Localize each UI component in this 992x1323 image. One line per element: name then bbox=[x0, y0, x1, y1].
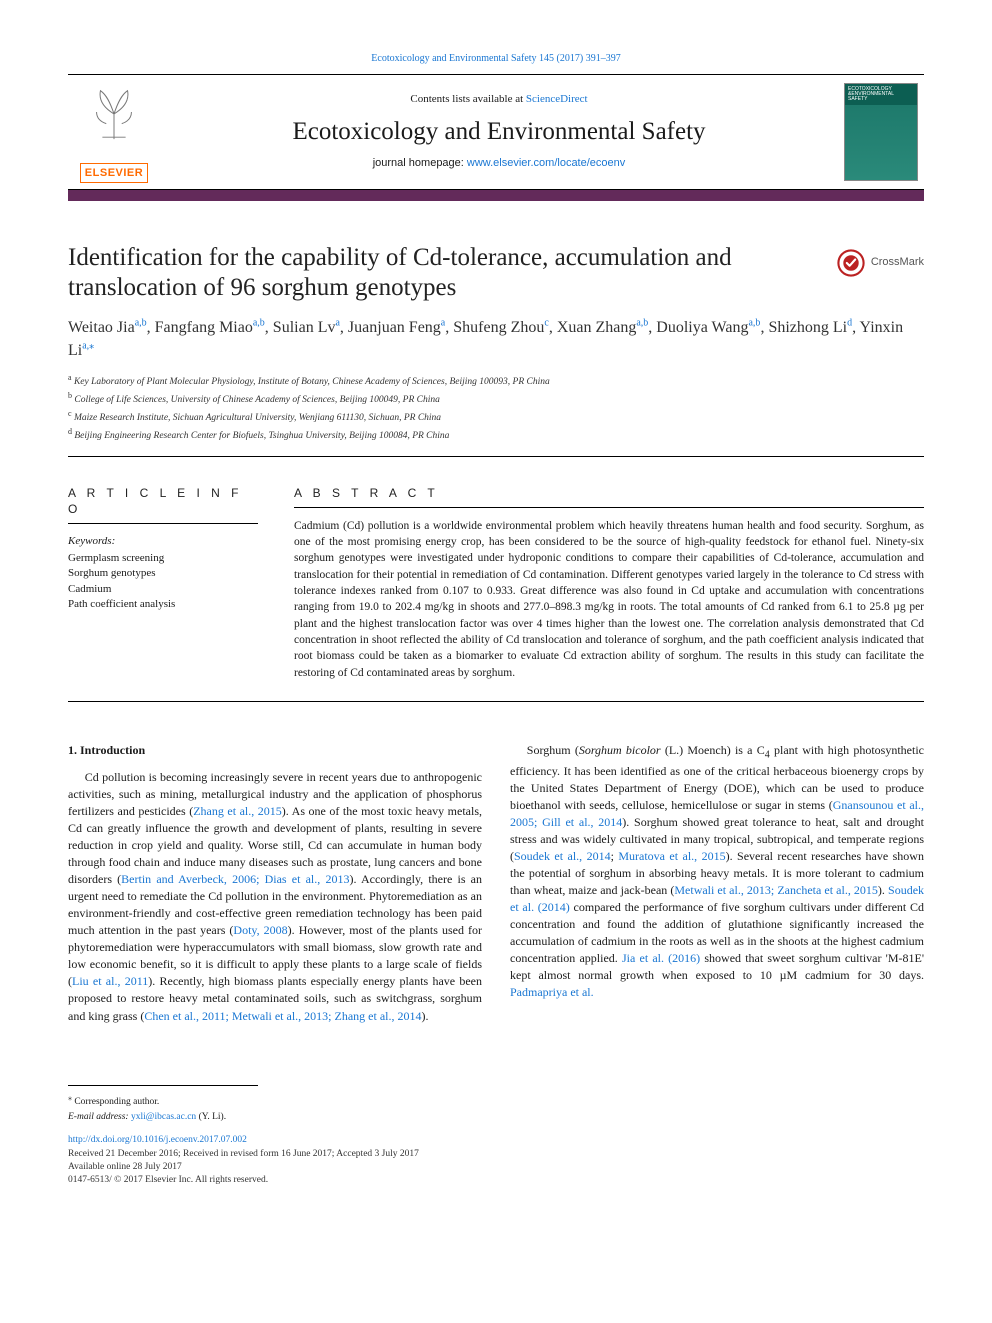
affiliation-line: c Maize Research Institute, Sichuan Agri… bbox=[68, 408, 924, 426]
footnotes-block: ⁎ Corresponding author. E-mail address: … bbox=[68, 1085, 258, 1125]
corresponding-email-link[interactable]: yxli@ibcas.ac.cn bbox=[131, 1112, 196, 1122]
email-attribution: (Y. Li). bbox=[199, 1112, 227, 1122]
citation[interactable]: Padmapriya et al. bbox=[510, 985, 594, 999]
homepage-prefix: journal homepage: bbox=[373, 157, 467, 169]
contents-available-line: Contents lists available at ScienceDirec… bbox=[160, 92, 838, 107]
body-two-column: 1. Introduction Cd pollution is becoming… bbox=[68, 742, 924, 1025]
affiliation-line: a Key Laboratory of Plant Molecular Phys… bbox=[68, 372, 924, 390]
elsevier-wordmark: ELSEVIER bbox=[80, 163, 148, 183]
citation[interactable]: Metwali et al., 2013; Zancheta et al., 2… bbox=[674, 883, 878, 897]
copyright-line: 0147-6513/ © 2017 Elsevier Inc. All righ… bbox=[68, 1174, 924, 1187]
citation[interactable]: Jia et al. (2016) bbox=[622, 951, 700, 965]
corresponding-author-label: Corresponding author. bbox=[74, 1097, 159, 1107]
crossmark-badge[interactable]: CrossMark bbox=[837, 249, 924, 277]
crossmark-label: CrossMark bbox=[871, 255, 924, 270]
running-head: Ecotoxicology and Environmental Safety 1… bbox=[68, 52, 924, 66]
intro-paragraph-2: Sorghum (Sorghum bicolor (L.) Moench) is… bbox=[510, 742, 924, 1001]
keywords-label: Keywords: bbox=[68, 534, 258, 549]
elsevier-tree-icon bbox=[83, 81, 145, 143]
keyword-item: Cadmium bbox=[68, 582, 258, 597]
section-heading-introduction: 1. Introduction bbox=[68, 742, 482, 759]
elsevier-logo: ELSEVIER bbox=[68, 75, 160, 189]
journal-masthead: ELSEVIER Contents lists available at Sci… bbox=[68, 74, 924, 190]
journal-cover-thumb: ECOTOXICOLOGY &ENVIRONMENTAL SAFETY bbox=[838, 75, 924, 189]
publication-info-block: http://dx.doi.org/10.1016/j.ecoenv.2017.… bbox=[68, 1134, 924, 1187]
citation[interactable]: Muratova et al., 2015 bbox=[618, 849, 725, 863]
affiliations-block: a Key Laboratory of Plant Molecular Phys… bbox=[68, 372, 924, 457]
accent-bar bbox=[68, 190, 924, 201]
received-dates: Received 21 December 2016; Received in r… bbox=[68, 1148, 924, 1161]
sciencedirect-link[interactable]: ScienceDirect bbox=[526, 93, 588, 105]
keyword-item: Germplasm screening bbox=[68, 551, 258, 566]
keyword-item: Sorghum genotypes bbox=[68, 566, 258, 581]
intro-paragraph-1: Cd pollution is becoming increasingly se… bbox=[68, 769, 482, 1024]
citation[interactable]: Liu et al., 2011 bbox=[72, 974, 148, 988]
available-online: Available online 28 July 2017 bbox=[68, 1161, 924, 1174]
contents-prefix: Contents lists available at bbox=[410, 93, 525, 105]
cover-line3: SAFETY bbox=[848, 96, 867, 102]
citation[interactable]: Bertin and Averbeck, 2006; Dias et al., … bbox=[121, 872, 349, 886]
citation[interactable]: Doty, 2008 bbox=[233, 923, 287, 937]
journal-name: Ecotoxicology and Environmental Safety bbox=[160, 115, 838, 149]
citation[interactable]: Soudek et al., 2014 bbox=[514, 849, 611, 863]
corresponding-symbol: ⁎ bbox=[89, 340, 94, 351]
corr-symbol: ⁎ bbox=[68, 1093, 72, 1102]
citation[interactable]: Chen et al., 2011; Metwali et al., 2013;… bbox=[144, 1009, 421, 1023]
citation[interactable]: Zhang et al., 2015 bbox=[193, 804, 282, 818]
journal-homepage-line: journal homepage: www.elsevier.com/locat… bbox=[160, 156, 838, 171]
authors-line: Weitao Jiaa,b, Fangfang Miaoa,b, Sulian … bbox=[68, 316, 924, 362]
article-title: Identification for the capability of Cd-… bbox=[68, 243, 817, 304]
keywords-list: Germplasm screeningSorghum genotypesCadm… bbox=[68, 551, 258, 613]
crossmark-icon bbox=[837, 249, 865, 277]
affiliation-line: b College of Life Sciences, University o… bbox=[68, 390, 924, 408]
journal-homepage-link[interactable]: www.elsevier.com/locate/ecoenv bbox=[467, 157, 625, 169]
article-info-heading: A R T I C L E I N F O bbox=[68, 485, 258, 524]
abstract-heading: A B S T R A C T bbox=[294, 485, 924, 508]
email-label: E-mail address: bbox=[68, 1112, 129, 1122]
keyword-item: Path coefficient analysis bbox=[68, 597, 258, 612]
abstract-text: Cadmium (Cd) pollution is a worldwide en… bbox=[294, 518, 924, 681]
affiliation-line: d Beijing Engineering Research Center fo… bbox=[68, 426, 924, 444]
doi-link[interactable]: http://dx.doi.org/10.1016/j.ecoenv.2017.… bbox=[68, 1135, 247, 1145]
